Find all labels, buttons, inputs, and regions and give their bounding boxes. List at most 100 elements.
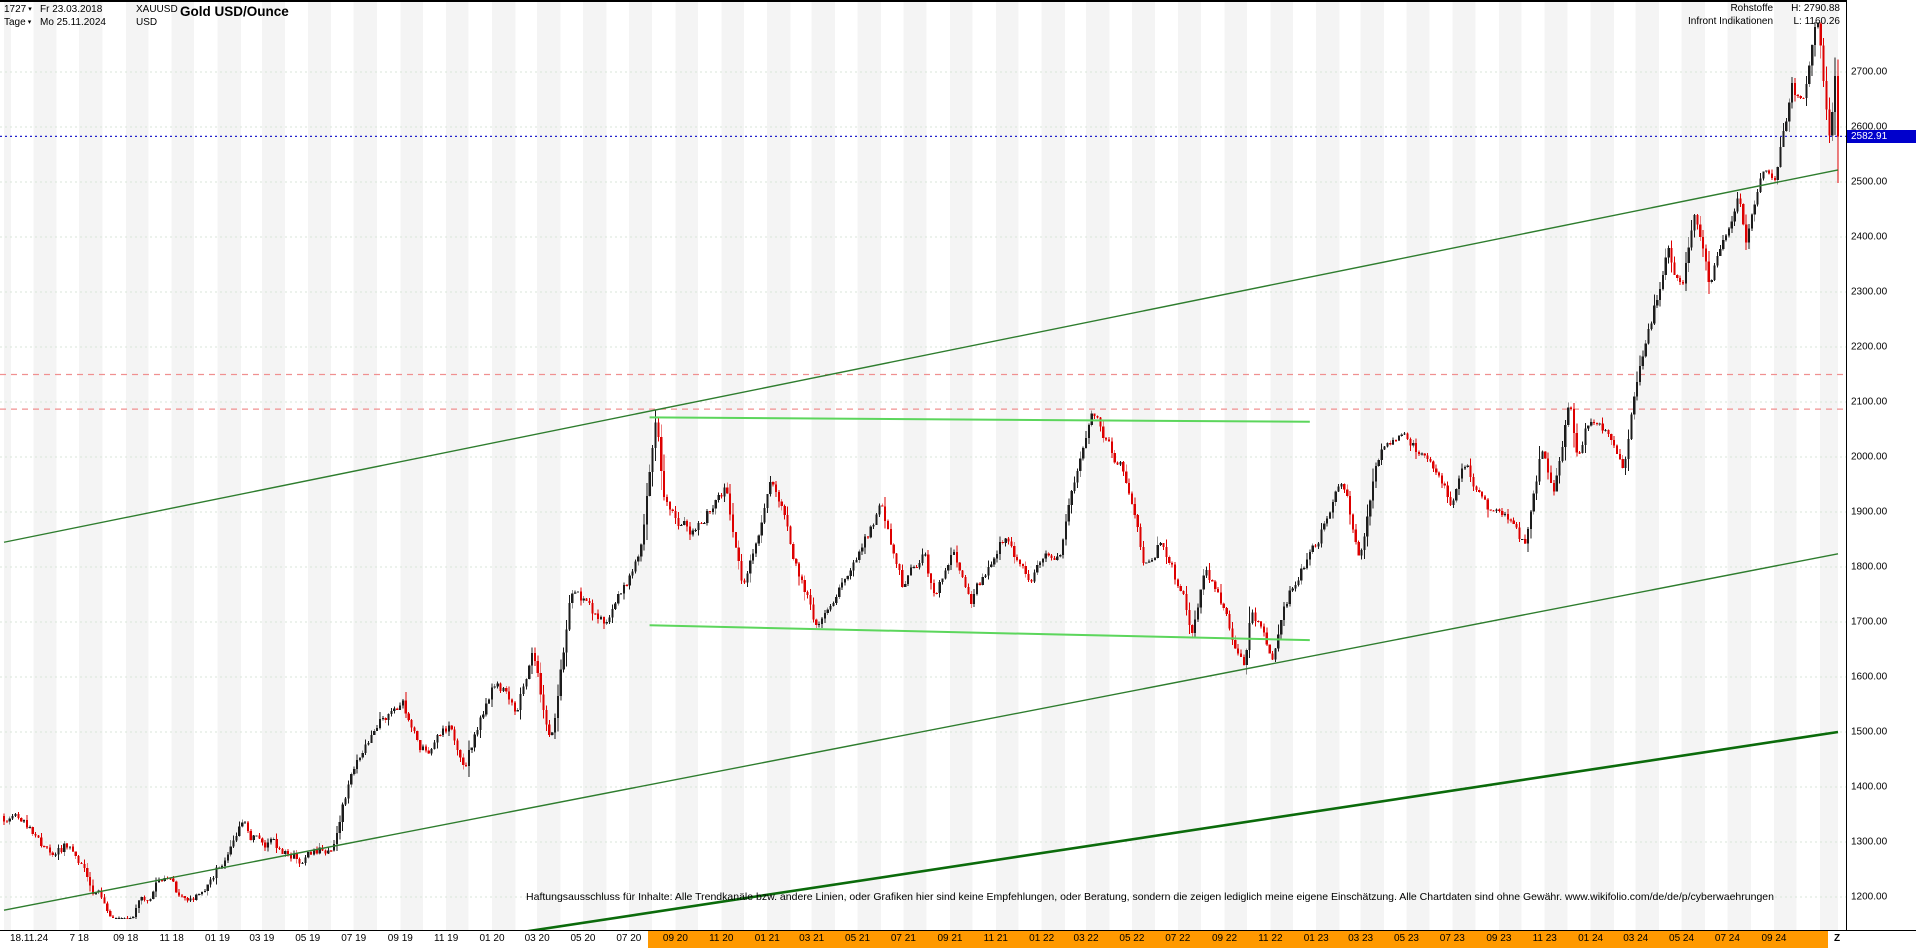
- candle-body: [1260, 621, 1263, 627]
- time-axis-label: 03 19: [249, 933, 275, 944]
- candle-body: [281, 848, 284, 855]
- candle-body: [1061, 539, 1065, 555]
- candle-body: [1730, 221, 1733, 229]
- candle-body: [777, 491, 781, 502]
- candle-body: [1604, 430, 1607, 432]
- candle-body: [479, 717, 482, 731]
- month-stripe: [1086, 0, 1110, 930]
- time-axis[interactable]: 18.11.24 Z 7 18 09 18 11 18 01 19 03 19 05 19…: [0, 930, 1916, 948]
- candle-body: [553, 718, 557, 733]
- candle-body: [60, 848, 63, 853]
- candle-body: [1713, 265, 1716, 280]
- candle-body: [1822, 45, 1825, 82]
- candle-body: [447, 725, 450, 732]
- candle-body: [51, 852, 54, 856]
- candle-body: [129, 917, 132, 919]
- month-stripe: [33, 0, 57, 930]
- zoom-button[interactable]: Z: [1834, 933, 1841, 944]
- candle-body: [381, 717, 384, 719]
- month-stripe: [628, 0, 653, 930]
- candle-body: [576, 591, 580, 593]
- candle-body: [878, 505, 881, 515]
- candle-body: [674, 511, 677, 519]
- candle-body: [427, 750, 430, 754]
- candle-body: [737, 547, 740, 561]
- candle-body: [1547, 458, 1550, 473]
- candle-body: [1567, 407, 1570, 425]
- price-axis-label: 2400.00: [1851, 231, 1888, 243]
- candle-body: [556, 695, 560, 719]
- candle-body: [1274, 648, 1277, 660]
- candle-body: [697, 522, 700, 531]
- candle-body: [272, 838, 275, 840]
- candle-body: [803, 580, 806, 593]
- candle-body: [1323, 523, 1326, 530]
- candle-body: [1105, 437, 1108, 440]
- candle-body: [393, 708, 396, 711]
- bars-count-dropdown[interactable]: 1727 ▾: [4, 3, 40, 16]
- candle-body: [1641, 356, 1644, 366]
- candle-body: [1515, 523, 1518, 528]
- candle-body: [172, 878, 175, 882]
- month-stripe: [353, 0, 377, 930]
- candle-body: [134, 907, 138, 918]
- candle-body: [1412, 442, 1415, 446]
- candle-body: [1679, 278, 1682, 283]
- candle-body: [502, 687, 505, 692]
- candle-body: [1521, 539, 1524, 541]
- candle-body: [608, 617, 611, 622]
- candle-body: [1360, 550, 1363, 556]
- price-chart[interactable]: [0, 0, 1846, 930]
- timeframe-dropdown[interactable]: Tage ▾: [4, 16, 40, 29]
- time-axis-first-label: 18.11.24: [10, 933, 49, 944]
- month-stripe: [400, 0, 423, 930]
- candle-body: [54, 854, 57, 856]
- candle-body: [508, 691, 511, 700]
- candle-body: [28, 826, 31, 828]
- month-stripe: [1041, 0, 1065, 930]
- candle-body: [1722, 239, 1725, 249]
- candle-body: [901, 570, 904, 587]
- candle-body: [1501, 511, 1504, 516]
- chart-header-left: 1727 ▾ Fr 23.03.2018 XAUUSD Tage ▾ Mo 25.1…: [4, 3, 178, 29]
- candle-body: [206, 884, 209, 891]
- time-axis-label: 09 19: [387, 933, 413, 944]
- candle-body: [1084, 437, 1088, 448]
- time-axis-label: 01 21: [754, 933, 780, 944]
- symbol-label: XAUUSD: [136, 4, 178, 15]
- candle-body: [1130, 493, 1134, 505]
- candle-body: [1802, 97, 1805, 99]
- candle-body: [1127, 483, 1131, 494]
- candle-body: [892, 544, 895, 554]
- candle-body: [57, 848, 60, 855]
- candle-body: [640, 544, 643, 557]
- month-stripe: [1270, 0, 1293, 930]
- candle-body: [1696, 214, 1699, 225]
- candle-body: [654, 422, 657, 449]
- candle-body: [708, 511, 712, 513]
- candle-body: [1326, 518, 1329, 524]
- candle-body: [1076, 470, 1079, 483]
- candle-body: [1087, 424, 1091, 438]
- candle-body: [505, 687, 508, 692]
- candle-body: [347, 784, 350, 799]
- candle-body: [1813, 27, 1817, 46]
- month-stripe: [995, 0, 1019, 930]
- candle-body: [944, 570, 947, 579]
- price-axis[interactable]: 2582.91 2700.00 2600.00 2500.00 2400.00 2300…: [1846, 0, 1916, 930]
- candle-body: [40, 837, 43, 846]
- candle-body: [889, 529, 892, 545]
- candle-body: [1664, 257, 1667, 276]
- candle-body: [717, 495, 720, 501]
- candle-body: [1598, 423, 1601, 425]
- candle-body: [321, 847, 324, 851]
- candle-body: [660, 436, 663, 471]
- candle-body: [361, 752, 364, 758]
- candle-body: [559, 669, 562, 696]
- candle-body: [789, 526, 792, 545]
- candle-body: [48, 847, 52, 853]
- candle-body: [132, 917, 135, 919]
- candle-body: [1458, 478, 1461, 489]
- candle-body: [1627, 438, 1630, 459]
- candle-body: [1271, 653, 1274, 660]
